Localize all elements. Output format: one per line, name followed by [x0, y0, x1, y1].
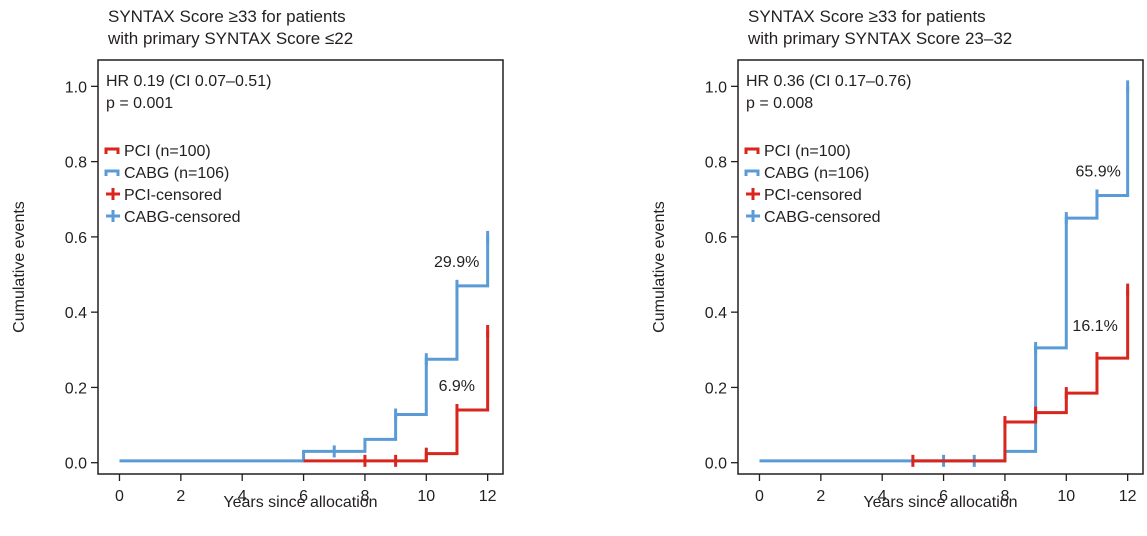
- left-ytick-label-1: 0.2: [65, 380, 87, 397]
- left-xtick-label-5: 10: [417, 488, 435, 505]
- left-ytick-label-4: 0.8: [65, 155, 87, 172]
- left-legend-swatch-1: [104, 169, 120, 176]
- right-title-line-0: SYNTAX Score ≥33 for patients: [748, 7, 986, 26]
- right-pci-pct-label: 16.1%: [1072, 318, 1117, 335]
- left-legend-label-3: CABG-censored: [124, 209, 241, 226]
- right-plot-frame: [737, 59, 1144, 475]
- left-xtick-label-4: 8: [360, 488, 369, 505]
- left-legend-swatch-0: [104, 147, 120, 154]
- right-legend-label-0: PCI (n=100): [764, 143, 851, 160]
- right-cabg-pct-label: 65.9%: [1076, 164, 1121, 181]
- right-ytick-label-3: 0.6: [705, 230, 727, 247]
- right-stats-line-0: HR 0.36 (CI 0.17–0.76): [746, 73, 911, 90]
- left-xtick-label-6: 12: [479, 488, 497, 505]
- km-chart-right-svg: SYNTAX Score ≥33 for patients with primar…: [651, 7, 1144, 511]
- left-xtick-label-1: 2: [176, 488, 185, 505]
- left-ytick-label-2: 0.4: [65, 305, 87, 322]
- right-xtick-label-3: 6: [939, 488, 948, 505]
- right-ytick-label-0: 0.0: [705, 456, 727, 473]
- right-xtick-label-5: 10: [1057, 488, 1075, 505]
- left-legend-label-0: PCI (n=100): [124, 143, 211, 160]
- right-pci-step-line: [912, 289, 1130, 463]
- left-title-line-1: with primary SYNTAX Score ≤22: [107, 29, 353, 48]
- left-plot-frame: [97, 59, 504, 475]
- right-legend-label-2: PCI-censored: [764, 187, 862, 204]
- km-chart-left: SYNTAX Score ≥33 for patients with primar…: [0, 0, 520, 536]
- left-ytick-label-3: 0.6: [65, 230, 87, 247]
- km-chart-right: SYNTAX Score ≥33 for patients with primar…: [640, 0, 1147, 536]
- right-y-axis-label: Cumulative events: [651, 201, 668, 333]
- left-legend-label-1: CABG (n=106): [124, 165, 229, 182]
- left-ytick-label-0: 0.0: [65, 456, 87, 473]
- left-stats-line-0: HR 0.19 (CI 0.07–0.51): [106, 73, 271, 90]
- right-ytick-label-1: 0.2: [705, 380, 727, 397]
- left-ytick-label-5: 1.0: [65, 79, 87, 96]
- left-legend-label-2: PCI-censored: [124, 187, 222, 204]
- right-legend-swatch-1: [744, 169, 760, 176]
- left-cabg-pct-label: 29.9%: [434, 254, 479, 271]
- right-ytick-label-5: 1.0: [705, 79, 727, 96]
- left-pci-pct-label: 6.9%: [439, 378, 475, 395]
- right-x-axis-label: Years since allocation: [863, 494, 1017, 511]
- left-xtick-label-3: 6: [299, 488, 308, 505]
- right-legend-swatch-0: [744, 147, 760, 154]
- km-chart-left-svg: SYNTAX Score ≥33 for patients with primar…: [11, 7, 504, 511]
- left-pci-step-line: [303, 330, 490, 463]
- right-xtick-label-4: 8: [1000, 488, 1009, 505]
- right-legend-label-1: CABG (n=106): [764, 165, 869, 182]
- left-stats-line-1: p = 0.001: [106, 95, 173, 112]
- right-xtick-label-0: 0: [755, 488, 764, 505]
- right-stats-line-1: p = 0.008: [746, 95, 813, 112]
- left-xtick-label-2: 4: [238, 488, 247, 505]
- left-xtick-label-0: 0: [115, 488, 124, 505]
- right-legend-label-3: CABG-censored: [764, 209, 881, 226]
- right-xtick-label-1: 2: [816, 488, 825, 505]
- left-cabg-step-line: [119, 236, 490, 463]
- right-title-line-1: with primary SYNTAX Score 23–32: [747, 29, 1012, 48]
- right-xtick-label-6: 12: [1119, 488, 1137, 505]
- left-x-axis-label: Years since allocation: [223, 494, 377, 511]
- right-ytick-label-2: 0.4: [705, 305, 727, 322]
- right-xtick-label-2: 4: [878, 488, 887, 505]
- right-ytick-label-4: 0.8: [705, 155, 727, 172]
- left-y-axis-label: Cumulative events: [11, 201, 28, 333]
- left-title-line-0: SYNTAX Score ≥33 for patients: [108, 7, 346, 26]
